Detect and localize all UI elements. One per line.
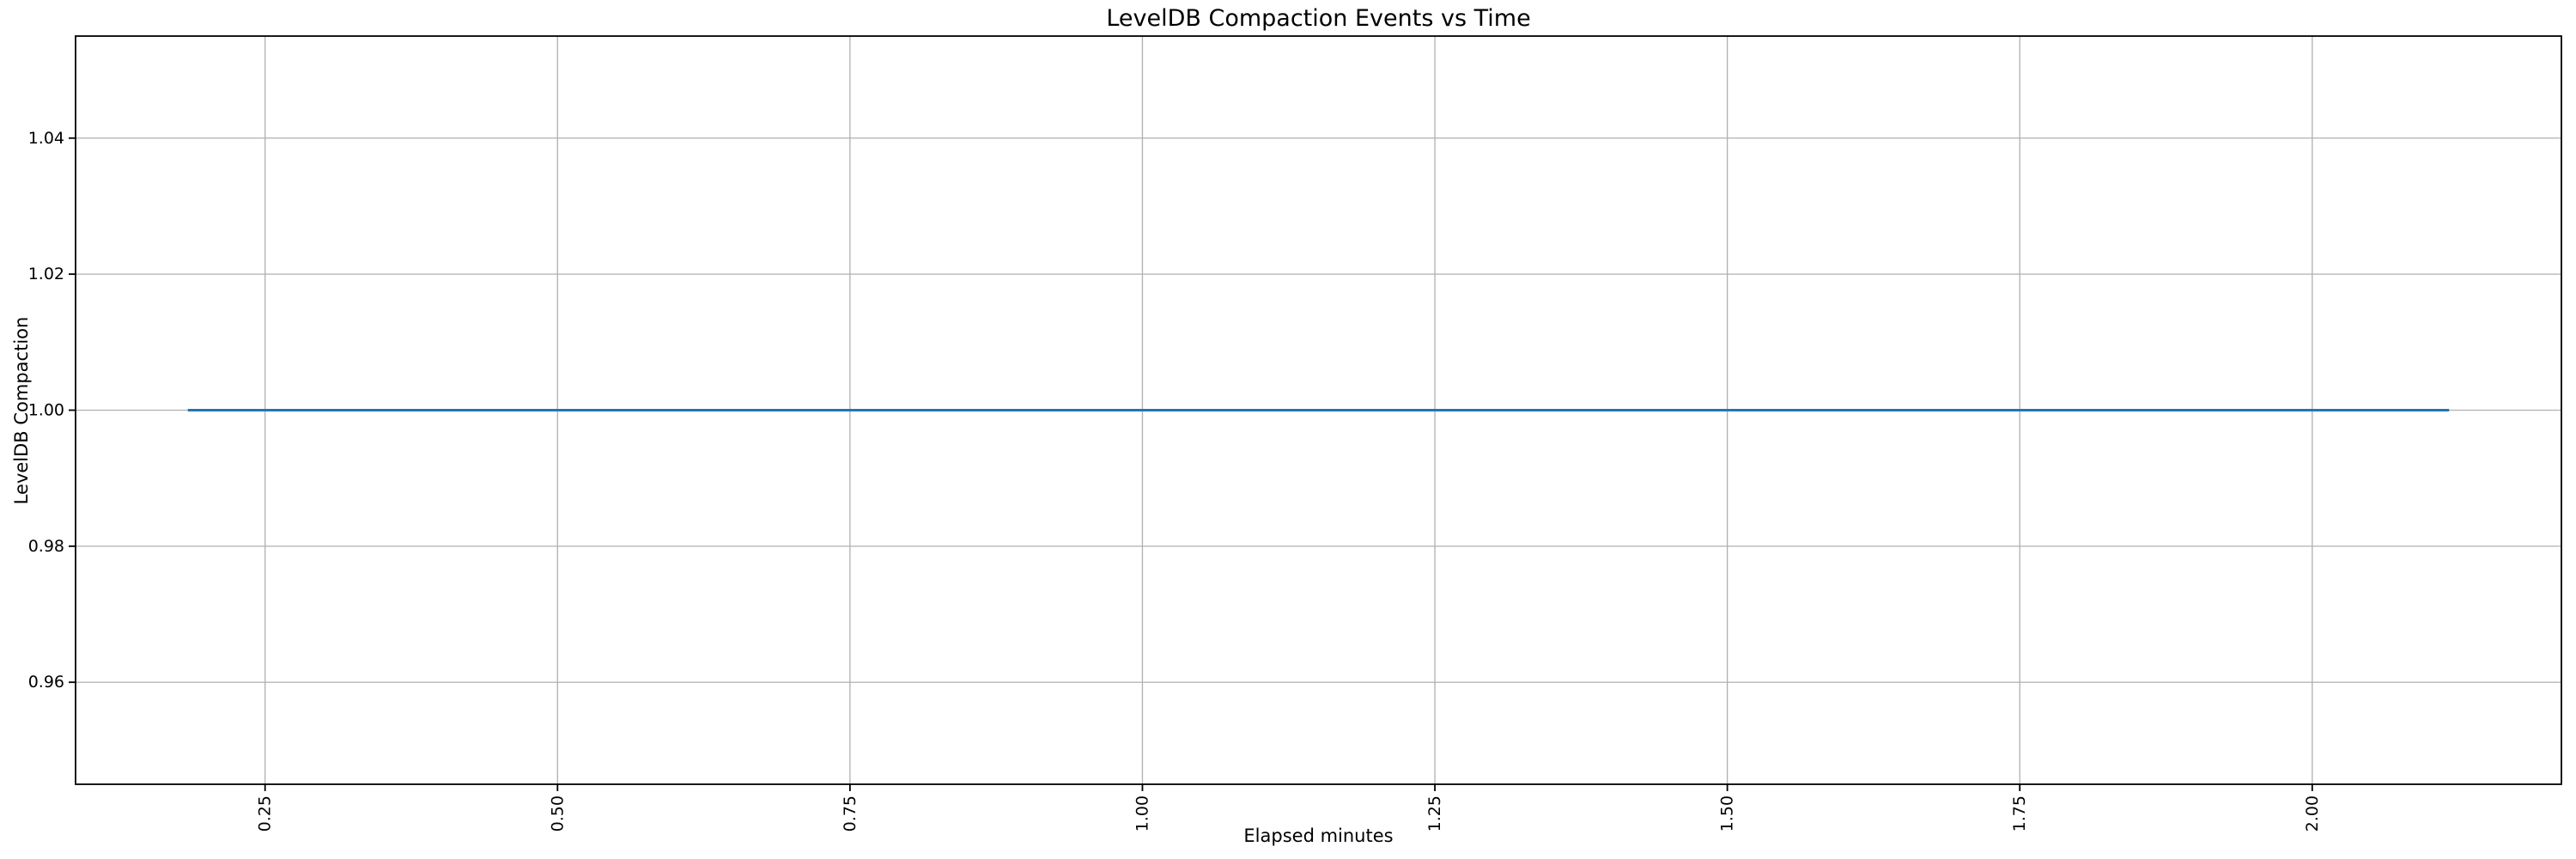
y-tick-label: 0.96	[28, 673, 64, 691]
y-tick-label: 1.04	[28, 129, 64, 148]
x-tick-label: 1.50	[1718, 795, 1737, 832]
x-tick-label: 1.00	[1133, 795, 1151, 832]
y-tick-label: 1.00	[28, 401, 64, 420]
x-tick-label: 1.75	[2010, 795, 2029, 832]
chart-title: LevelDB Compaction Events vs Time	[1106, 5, 1531, 32]
y-tick-label: 1.02	[28, 265, 64, 283]
x-axis-label: Elapsed minutes	[1243, 825, 1394, 846]
y-tick-label: 0.98	[28, 537, 64, 556]
x-tick-label: 0.25	[256, 795, 275, 832]
y-axis-label: LevelDB Compaction	[11, 316, 32, 505]
x-tick-label: 1.25	[1425, 795, 1444, 832]
x-tick-label: 0.50	[548, 795, 567, 832]
x-tick-label: 2.00	[2303, 795, 2322, 832]
x-tick-label: 0.75	[841, 795, 860, 832]
